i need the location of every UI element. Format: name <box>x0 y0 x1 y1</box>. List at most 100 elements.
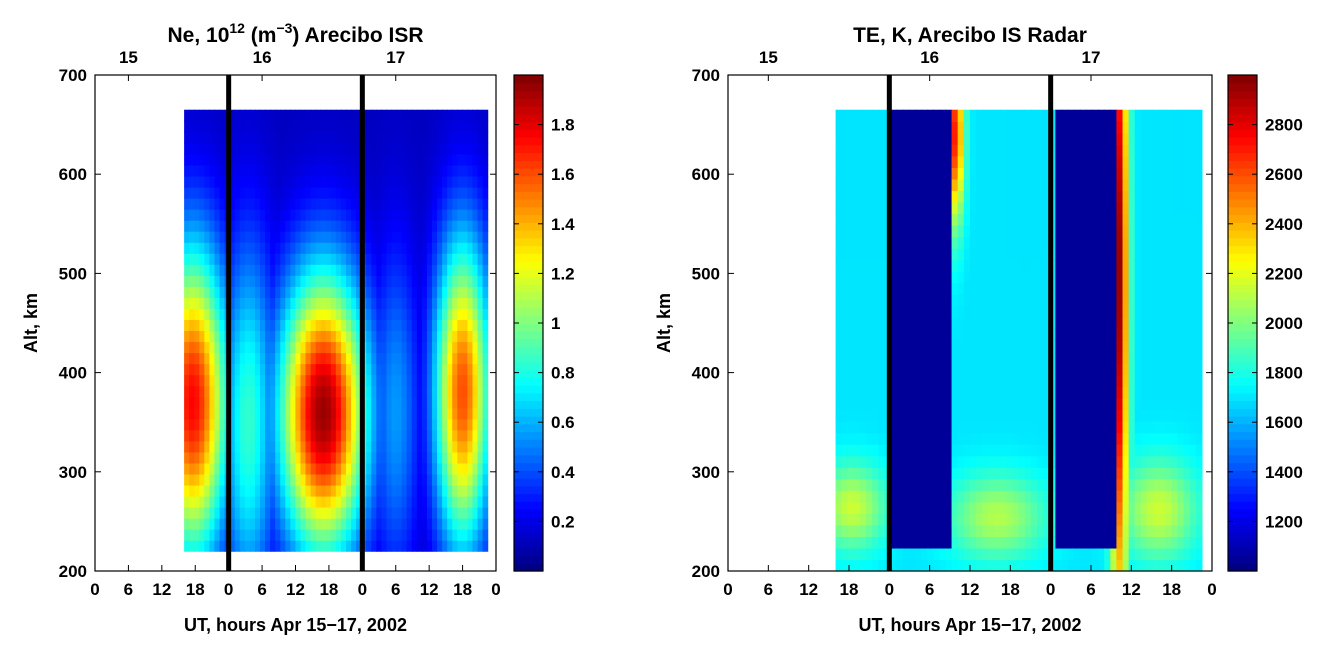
heatmap-cell <box>1031 467 1038 479</box>
heatmap-cell <box>260 242 266 254</box>
heatmap-cell <box>970 329 977 341</box>
heatmap-cell <box>1110 225 1117 237</box>
heatmap-cell <box>189 319 195 331</box>
heatmap-cell <box>255 353 261 365</box>
heatmap-cell <box>245 121 251 133</box>
heatmap-cell <box>1190 444 1197 456</box>
heatmap-cell <box>326 463 332 475</box>
heatmap-cell <box>422 209 428 221</box>
heatmap-cell <box>1159 225 1166 237</box>
heatmap-cell <box>432 275 438 287</box>
heatmap-cell <box>1068 237 1075 249</box>
heatmap-cell <box>1177 317 1184 329</box>
heatmap-cell <box>300 364 306 376</box>
colorbar-segment <box>514 75 543 83</box>
heatmap-cell <box>204 452 210 464</box>
heatmap-cell <box>462 419 468 431</box>
heatmap-cell <box>316 286 322 298</box>
heatmap-cell <box>295 441 301 453</box>
heatmap-cell <box>1074 421 1081 433</box>
heatmap-cell <box>1147 536 1154 548</box>
heatmap-cell <box>184 264 190 276</box>
heatmap-cell <box>952 202 959 214</box>
heatmap-cell <box>1159 144 1166 156</box>
heatmap-cell <box>392 375 398 387</box>
heatmap-cell <box>184 154 190 166</box>
heatmap-cell <box>866 306 873 318</box>
heatmap-cell <box>209 154 215 166</box>
heatmap-cell <box>1086 202 1093 214</box>
heatmap-cell <box>1190 133 1197 145</box>
heatmap-cell <box>872 283 879 295</box>
heatmap-cell <box>316 375 322 387</box>
heatmap-cell <box>842 490 849 502</box>
heatmap-cell <box>432 452 438 464</box>
heatmap-cell <box>1190 248 1197 260</box>
heatmap-cell <box>336 242 342 254</box>
heatmap-cell <box>427 176 433 188</box>
heatmap-cell <box>432 496 438 508</box>
heatmap-cell <box>988 398 995 410</box>
heatmap-cell <box>341 386 347 398</box>
heatmap-cell <box>417 518 423 530</box>
heatmap-cell <box>442 187 448 199</box>
y-tick-label: 200 <box>59 562 87 581</box>
heatmap-cell <box>189 176 195 188</box>
heatmap-cell <box>921 237 928 249</box>
heatmap-cell <box>976 317 983 329</box>
heatmap-cell <box>422 375 428 387</box>
heatmap-cell <box>407 319 413 331</box>
heatmap-cell <box>909 133 916 145</box>
heatmap-cell <box>275 319 281 331</box>
heatmap-cell <box>1135 202 1142 214</box>
heatmap-cell <box>1104 237 1111 249</box>
heatmap-cell <box>1184 317 1191 329</box>
heatmap-cell <box>921 156 928 168</box>
heatmap-cell <box>872 548 879 560</box>
heatmap-cell <box>483 529 489 541</box>
heatmap-cell <box>478 319 484 331</box>
heatmap-cell <box>1025 490 1032 502</box>
heatmap-cell <box>1013 237 1020 249</box>
heatmap-cell <box>290 143 296 155</box>
colorbar-segment <box>514 184 543 192</box>
heatmap-cell <box>1159 167 1166 179</box>
heatmap-cell <box>189 452 195 464</box>
heatmap-cell <box>945 144 952 156</box>
heatmap-cell <box>280 485 286 497</box>
heatmap-cell <box>472 540 478 552</box>
heatmap-cell <box>976 340 983 352</box>
heatmap-cell <box>1025 479 1032 491</box>
heatmap-cell <box>1165 179 1172 191</box>
heatmap-cell <box>1000 340 1007 352</box>
heatmap-cell <box>336 308 342 320</box>
heatmap-cell <box>478 430 484 442</box>
heatmap-cell <box>285 110 291 122</box>
heatmap-cell <box>260 231 266 243</box>
heatmap-cell <box>472 143 478 155</box>
heatmap-cell <box>903 144 910 156</box>
heatmap-cell <box>1159 386 1166 398</box>
heatmap-cell <box>976 294 983 306</box>
heatmap-cell <box>194 231 200 243</box>
heatmap-cell <box>1116 237 1123 249</box>
heatmap-cell <box>412 286 418 298</box>
colorbar-segment <box>514 393 543 401</box>
heatmap-cell <box>265 463 271 475</box>
heatmap-cell <box>417 529 423 541</box>
heatmap-cell <box>457 540 463 552</box>
heatmap-cell <box>1196 444 1203 456</box>
heatmap-cell <box>255 154 261 166</box>
heatmap-cell <box>854 479 861 491</box>
heatmap-cell <box>300 143 306 155</box>
heatmap-cell <box>427 231 433 243</box>
heatmap-cell <box>848 294 855 306</box>
heatmap-cell <box>462 242 468 254</box>
heatmap-cell <box>295 143 301 155</box>
heatmap-cell <box>376 452 382 464</box>
heatmap-cell <box>1086 559 1093 571</box>
heatmap-cell <box>1074 536 1081 548</box>
heatmap-cell <box>199 297 205 309</box>
heatmap-cell <box>1013 375 1020 387</box>
heatmap-cell <box>214 375 220 387</box>
